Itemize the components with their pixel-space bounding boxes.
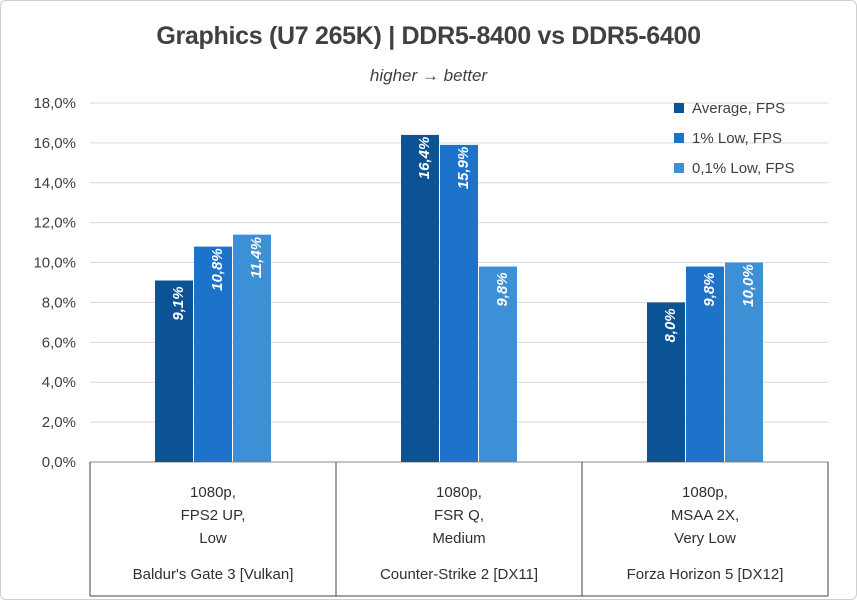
category-setting-label: FPS2 UP, [181,507,246,524]
y-axis-ticks: 0,0% 2,0% 4,0% 6,0% 8,0% 10,0% 12,0% 14,0% 16,0%… [33,95,76,471]
y-tick-label: 0,0% [42,454,76,471]
category-game-label: Baldur's Gate 3 [Vulkan] [133,566,294,583]
category-setting-label: 1080p, [436,484,482,501]
data-label: 9,8% [494,272,511,306]
y-tick-label: 12,0% [33,215,76,232]
category-table: 1080p, FPS2 UP, Low Baldur's Gate 3 [Vulkan… [89,462,829,597]
data-label: 16,4% [416,137,433,180]
category-setting-label: 1080p, [190,484,236,501]
bar [194,246,232,462]
legend-label: Average, FPS [692,100,785,117]
data-label: 11,4% [248,237,265,278]
legend-label: 1% Low, FPS [692,130,782,147]
category-setting-label: FSR Q, [434,507,484,524]
bar [647,302,685,462]
category-setting-label: Very Low [674,530,736,547]
y-tick-label: 16,0% [33,135,76,152]
bar [686,266,724,462]
bar [479,266,517,462]
data-label: 10,8% [209,248,226,291]
chart-title: Graphics (U7 265K) | DDR5-8400 vs DDR5-6… [156,22,701,50]
data-label: 8,0% [662,308,679,342]
y-tick-label: 18,0% [33,95,76,112]
legend-label: 0,1% Low, FPS [692,160,795,177]
y-tick-label: 6,0% [42,334,76,351]
chart-subtitle: higher → better [369,66,488,85]
bar [155,280,193,462]
category-setting-label: Low [199,530,227,547]
category-setting-label: MSAA 2X, [671,507,739,524]
category-setting-label: 1080p, [682,484,728,501]
data-label: 9,1% [170,286,187,320]
bar [401,134,439,462]
category-setting-label: Medium [432,530,485,547]
legend-swatch [674,103,684,113]
bars [155,134,763,462]
category-game-label: Counter-Strike 2 [DX11] [380,566,538,583]
data-labels: 9,1% 10,8% 11,4% 16,4% 15,9% 9,8% 8,0% 9,8% 10,0… [170,137,757,343]
legend-swatch [674,163,684,173]
bar [233,234,271,462]
data-label: 10,0% [740,264,757,307]
y-tick-label: 10,0% [33,255,76,272]
legend: Average, FPS 1% Low, FPS 0,1% Low, FPS [674,100,795,177]
data-label: 15,9% [455,147,472,190]
y-tick-label: 14,0% [33,175,76,192]
legend-swatch [674,133,684,143]
y-tick-label: 4,0% [42,374,76,391]
y-tick-label: 8,0% [42,294,76,311]
category-game-label: Forza Horizon 5 [DX12] [627,566,784,583]
y-tick-label: 2,0% [42,414,76,431]
bar [725,262,763,462]
bar [440,144,478,462]
data-label: 9,8% [701,272,718,306]
